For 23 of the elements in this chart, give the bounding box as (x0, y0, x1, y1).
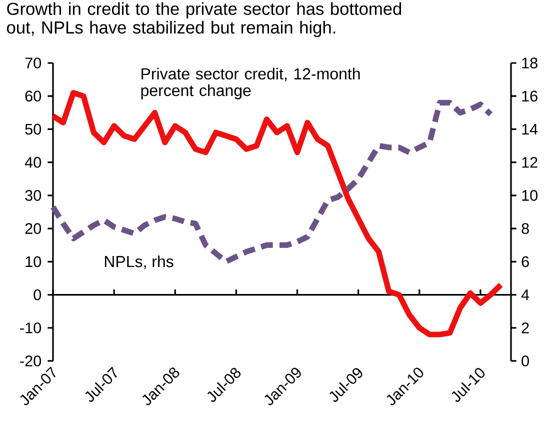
y2-tick-label: 8 (522, 223, 529, 234)
y2-tick-label: 18 (522, 58, 538, 68)
y2-tick-label: 4 (521, 290, 530, 300)
y-tick-label: 50 (25, 124, 42, 135)
y-tick-label: 30 (25, 190, 42, 201)
y2-tick-label: 0 (522, 356, 529, 366)
y2-tick-label: 14 (522, 124, 538, 134)
y-tick-label: 60 (25, 90, 42, 102)
y2-tick-label: 16 (522, 90, 538, 102)
series-label: NPLs, rhs (104, 255, 174, 270)
y-tick-label: 0 (34, 289, 42, 300)
y2-tick-label: 10 (522, 190, 538, 201)
y-tick-label: 20 (25, 223, 42, 234)
y2-tick-label: 12 (522, 156, 538, 168)
y2-tick-label: 6 (522, 256, 529, 268)
y-tick-label: -20 (20, 356, 42, 366)
y-tick-label: -10 (20, 322, 42, 334)
series-label: Private sector credit, 12-month percent change (141, 68, 360, 100)
y-tick-label: 10 (26, 256, 42, 268)
y2-tick-label: 2 (522, 322, 529, 334)
y-tick-label: 70 (25, 58, 42, 68)
chart-title: Growth in credit to the private sector has bottomed out, NPLs have stabilized but remain high. (7, 2, 402, 38)
y-tick-label: 40 (24, 156, 42, 168)
